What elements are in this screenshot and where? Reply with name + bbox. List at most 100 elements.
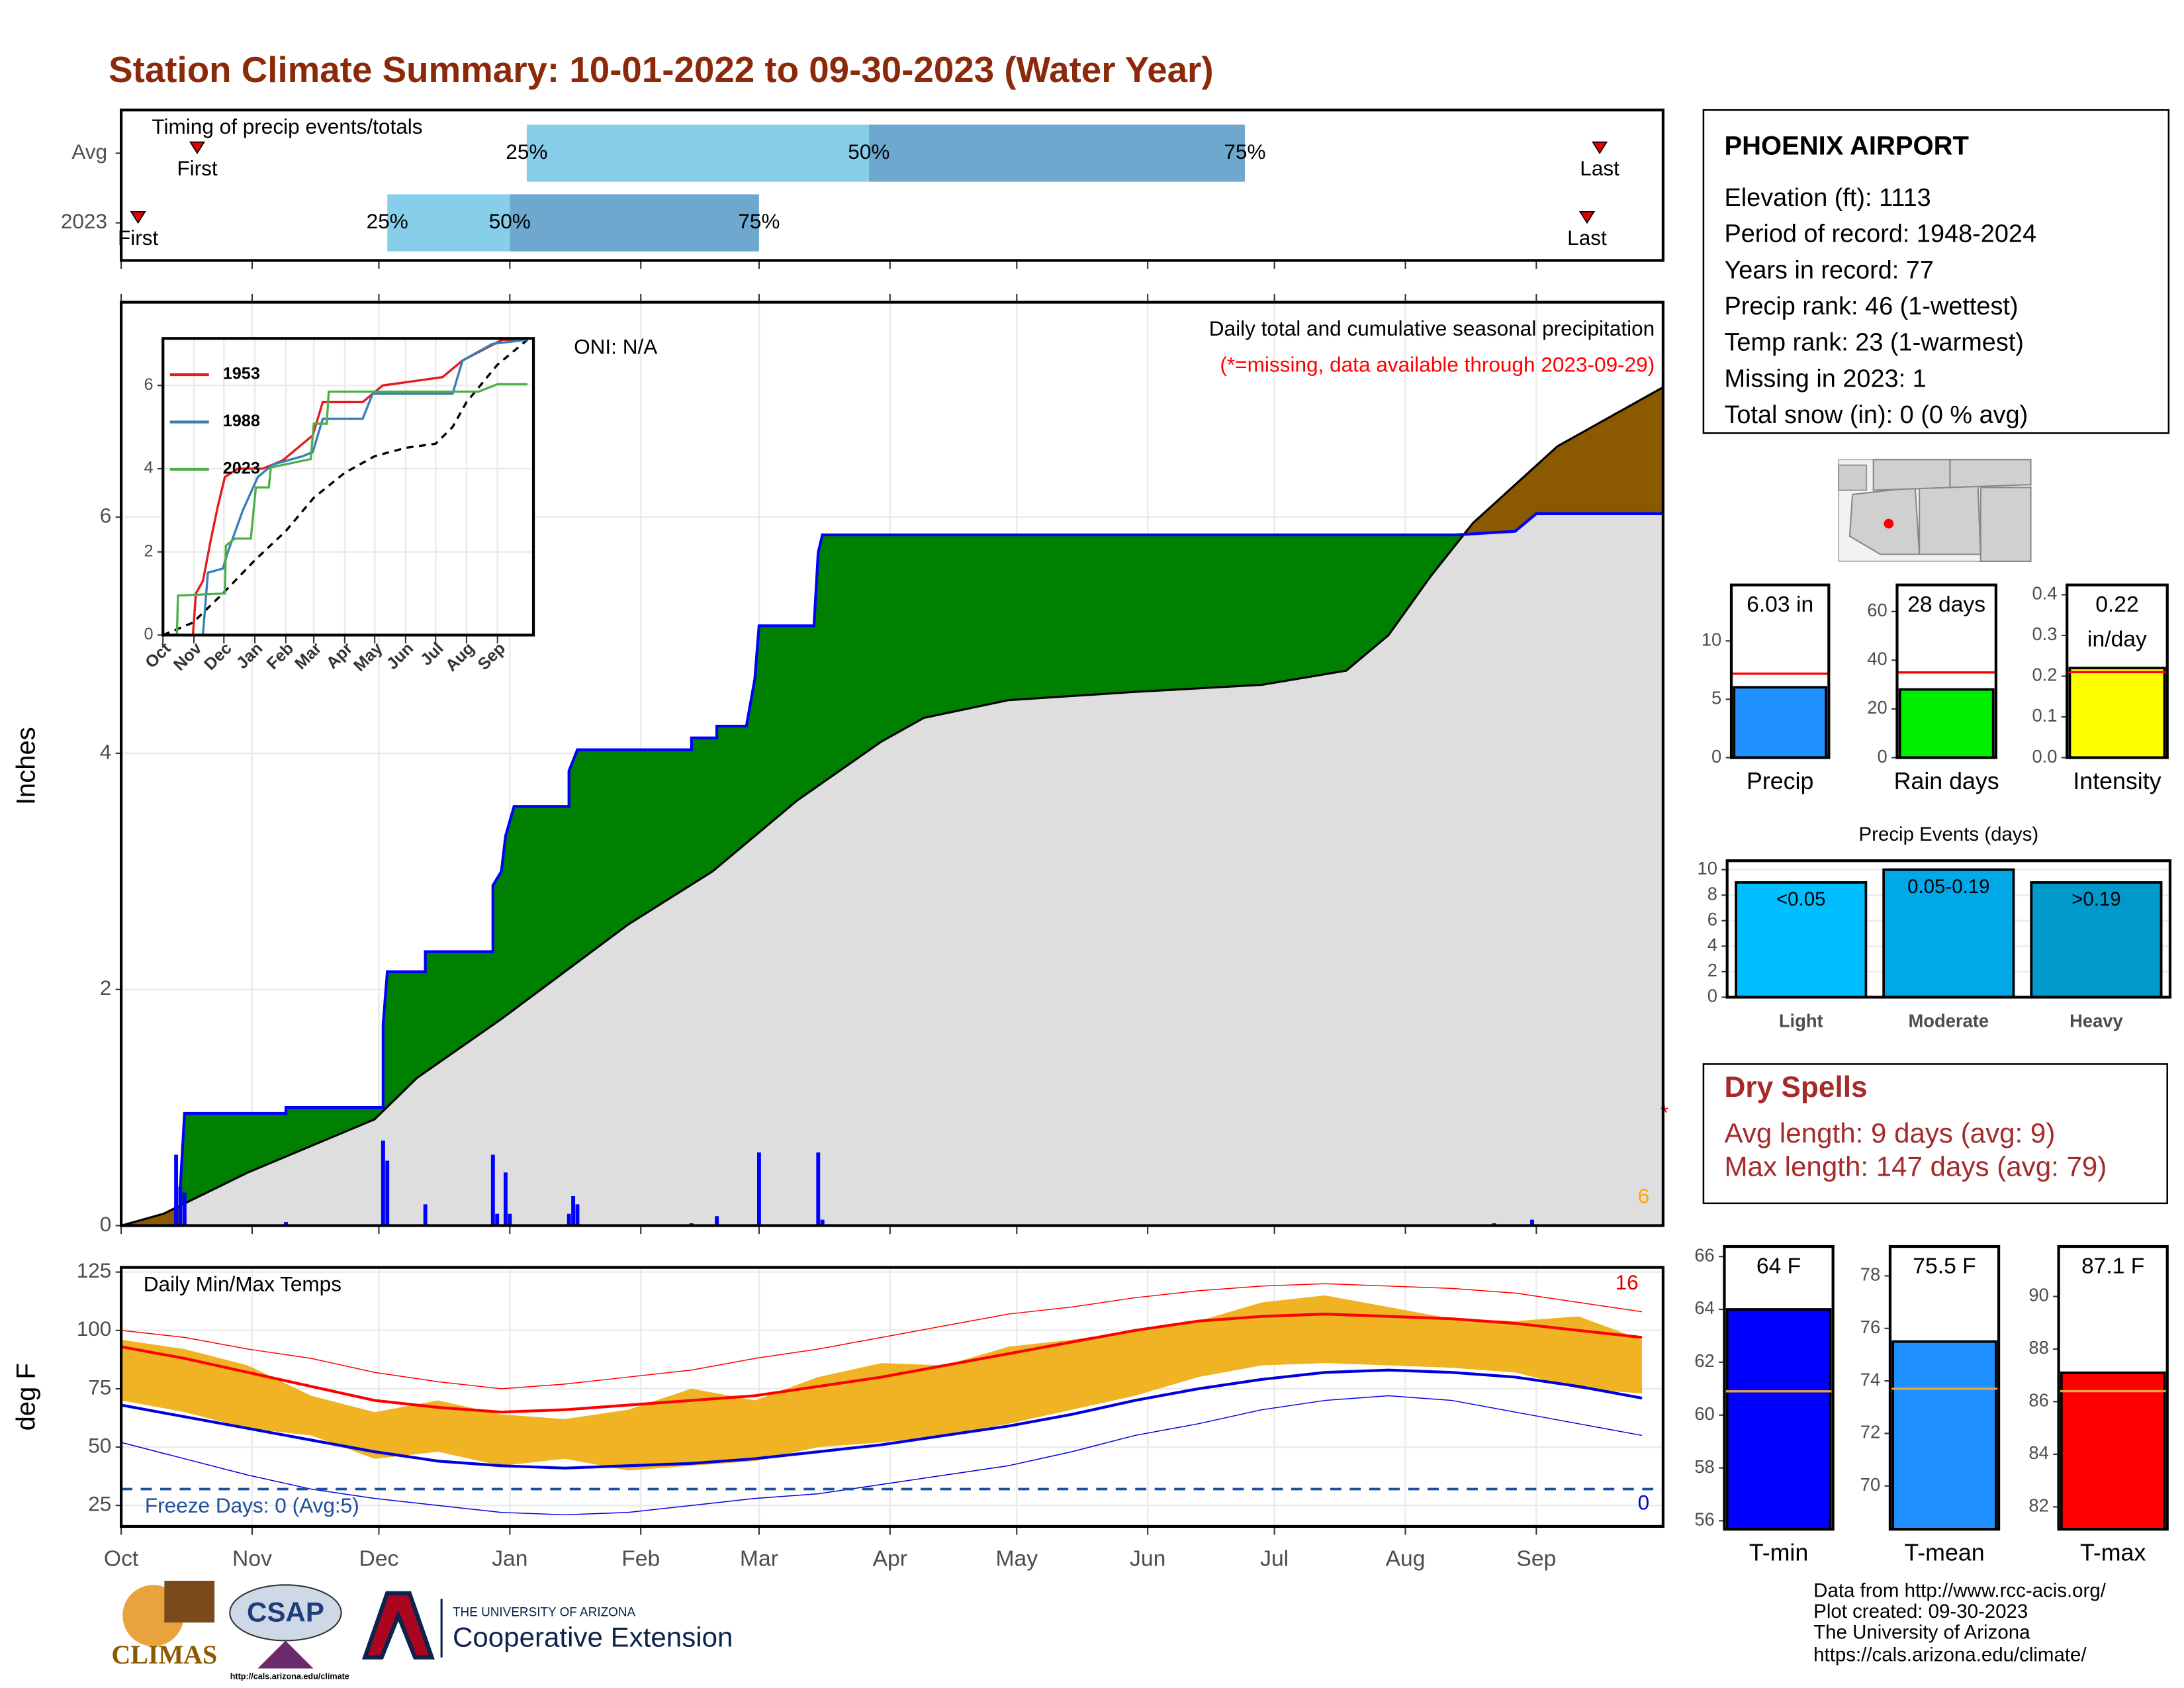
plot-frame: [1729, 583, 1831, 759]
bar-label: 0.05-0.19: [1907, 876, 1989, 898]
percentile-label: 75%: [738, 209, 780, 233]
temperature-line: [120, 1368, 1643, 1470]
daily-bar: [182, 1192, 187, 1226]
annotation: 16: [1615, 1270, 1639, 1294]
daily-bar: [423, 1204, 428, 1226]
y-tick-label: 20: [1867, 697, 1887, 718]
x-tick-label: Jul: [1260, 1546, 1289, 1571]
y-tick-label: 4: [144, 459, 153, 477]
credit-line: Data from http://www.rcc-acis.org/: [1813, 1580, 2107, 1602]
y-tick-label: 8: [1707, 883, 1717, 904]
y-tick-label: 6: [1707, 909, 1717, 929]
daily-bar: [756, 1152, 761, 1226]
y-tick-label: 0.2: [2032, 665, 2057, 685]
credit-line: Plot created: 09-30-2023: [1813, 1601, 2028, 1622]
plot-frame: [1895, 583, 1997, 759]
y-tick-label: 125: [77, 1258, 112, 1282]
bar: [1882, 868, 2015, 999]
temperature-line: [120, 1395, 1643, 1516]
panel-title: Daily Min/Max Temps: [144, 1272, 341, 1295]
plot-frame: [1723, 1244, 1835, 1531]
y-tick-label: 4: [100, 739, 112, 763]
x-tick-label: Mar: [740, 1546, 778, 1571]
y-tick-label: 72: [1860, 1422, 1880, 1442]
plot-frame: [1888, 1244, 2001, 1531]
y-tick-label: 4: [1707, 935, 1717, 955]
dry-spells-box: [1702, 1063, 2169, 1205]
ua-logo: [361, 1591, 435, 1660]
timing-marker: [130, 211, 146, 224]
y-tick-label: 10: [1698, 858, 1717, 878]
x-tick-label: Sep: [1516, 1546, 1556, 1571]
legend-label: 1988: [223, 412, 260, 430]
y-tick-label: 76: [1860, 1317, 1880, 1337]
university-name: THE UNIVERSITY OF ARIZONA: [453, 1605, 636, 1619]
bar: [1891, 1340, 1997, 1531]
bar-label: <0.05: [1776, 888, 1826, 910]
y-tick-label: 74: [1860, 1369, 1880, 1389]
daily-bar: [715, 1216, 719, 1226]
panel-title: Daily total and cumulative seasonal prec…: [1209, 316, 1655, 340]
bar: [1725, 1308, 1832, 1531]
y-tick-label: 75: [88, 1375, 111, 1399]
station-name: PHOENIX AIRPORT: [1724, 132, 1968, 161]
csap-url: http://cals.arizona.edu/climate: [230, 1671, 349, 1681]
y-tick-label: 0.0: [2032, 746, 2057, 767]
daily-bar: [385, 1160, 390, 1226]
x-tick-label: Moderate: [1909, 1011, 1989, 1031]
x-tick-label: Oct: [104, 1546, 139, 1571]
plot-background: [163, 338, 534, 635]
average-line: [120, 386, 1664, 1227]
x-tick-label: Precip: [1747, 768, 1813, 794]
y-tick-label: 0: [1711, 746, 1721, 767]
value-label: 75.5 F: [1913, 1254, 1976, 1278]
legend-label: 1953: [223, 365, 260, 383]
bar: [2060, 1371, 2166, 1531]
x-tick-label: T-mean: [1904, 1539, 1984, 1566]
y-tick-label: 78: [1860, 1264, 1880, 1285]
plot-frame: [2066, 583, 2169, 759]
y-tick-label: 100: [77, 1317, 112, 1340]
plot-frame: [119, 1266, 1664, 1528]
plot-frame: [119, 109, 1664, 262]
y-axis-label: deg F: [12, 1363, 41, 1430]
station-line: Temp rank: 23 (1-warmest): [1724, 329, 2023, 357]
y-tick-label: Avg: [71, 140, 107, 164]
temperature-line: [120, 1313, 1643, 1414]
station-line: Missing in 2023: 1: [1724, 365, 1926, 393]
y-tick-label: 62: [1694, 1350, 1714, 1371]
y-tick-label: 10: [1702, 629, 1721, 649]
x-tick-label: Feb: [621, 1546, 660, 1571]
timing-marker: [189, 141, 206, 155]
timing-bar: [868, 124, 1245, 182]
daily-bar: [567, 1213, 571, 1226]
extension-name: Cooperative Extension: [453, 1621, 733, 1652]
y-tick-label: 25: [88, 1492, 111, 1516]
x-tick-label: Intensity: [2073, 768, 2161, 794]
percentile-label: 50%: [489, 209, 531, 233]
station-dot: [1884, 518, 1894, 529]
x-tick-label: May: [995, 1546, 1038, 1571]
bar: [1735, 881, 1868, 999]
dry-spells-line: Avg length: 9 days (avg: 9): [1724, 1117, 2055, 1149]
x-tick-label: Aug: [1386, 1546, 1426, 1571]
bar: [2030, 881, 2163, 999]
y-tick-label: 70: [1860, 1474, 1880, 1495]
y-tick-label: 0.1: [2032, 705, 2057, 726]
csap-mountain: [257, 1640, 314, 1669]
annotation: Freeze Days: 0 (Avg:5): [145, 1493, 359, 1517]
bar: [2068, 667, 2166, 759]
credit-line: https://cals.arizona.edu/climate/: [1813, 1644, 2087, 1665]
unit-label: in/day: [2087, 628, 2147, 652]
daily-bar: [816, 1152, 821, 1226]
marker-label: Last: [1567, 226, 1607, 250]
panel-title: Precip Events (days): [1859, 823, 2039, 845]
daily-bar: [495, 1213, 500, 1226]
map-state: [1919, 484, 1981, 555]
plot-frame: [161, 337, 535, 637]
y-tick-label: 58: [1694, 1456, 1714, 1477]
plot-frame: [2057, 1244, 2169, 1531]
daily-bar: [284, 1222, 288, 1226]
station-line: Total snow (in): 0 (0 % avg): [1724, 401, 2028, 429]
